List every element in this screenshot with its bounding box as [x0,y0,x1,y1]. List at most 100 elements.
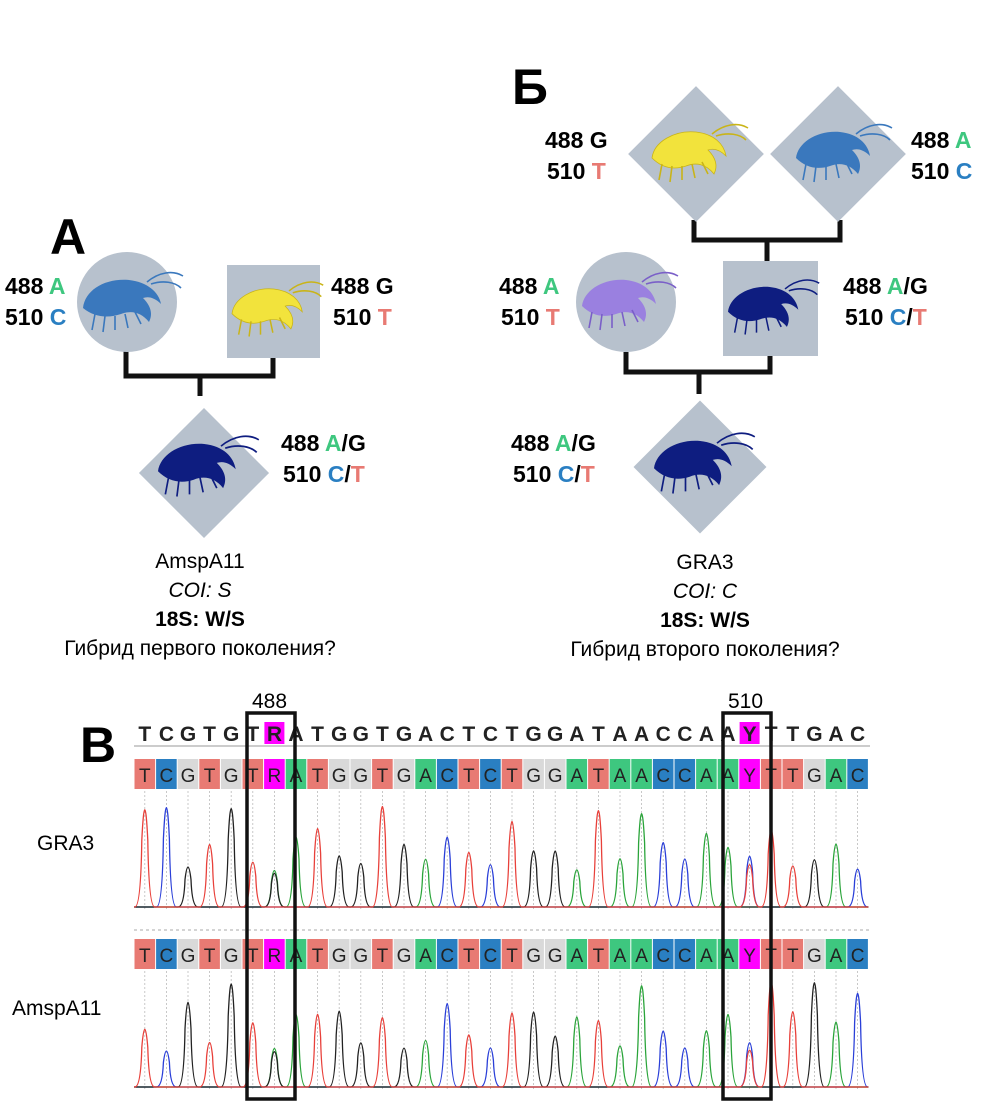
consensus-ambiguity-bg [739,722,760,744]
base-cell [134,939,156,969]
18s-label: 18S: W/S [155,608,245,631]
shrimp-icon [651,123,749,183]
base-cell [307,939,328,969]
base-letter: T [247,766,259,787]
consensus-base: A [612,723,627,746]
base-letter: T [463,946,475,967]
shrimp-icon [582,271,679,331]
consensus-base: G [806,723,822,746]
hybrid-question: Гибрид первого поколения? [64,637,336,660]
base-cell [307,759,328,789]
consensus-base: C [677,723,692,746]
base-letter: A [635,766,648,787]
base-cell [544,759,566,789]
panel-b-grandparent-right-diamond [770,86,906,222]
base-cell [350,939,372,969]
18s-label: 18S: W/S [660,609,750,632]
base-cell [847,759,868,789]
base-cell [739,759,760,789]
consensus-base: C [850,723,865,746]
base-cell [220,759,242,789]
base-letter: T [787,766,799,787]
base-letter: A [635,946,648,967]
base-letter: T [247,946,259,967]
panel-v-label: В [80,717,117,773]
base-letter: C [440,766,454,787]
consensus-base: C [483,723,498,746]
base-letter: T [593,766,605,787]
base-letter: G [397,946,412,967]
base-cell [415,759,436,789]
base-cell [566,939,588,969]
coi-label: COI: S [168,579,232,602]
base-letter: A [722,766,735,787]
trace-C [134,806,869,908]
consensus-base: G [396,723,412,746]
track-label-gra3: GRA3 [37,832,95,855]
trace-A [134,813,869,908]
base-letter: A [722,946,735,967]
consensus-base: T [592,723,605,746]
base-letter: C [484,946,498,967]
base-letter: T [204,766,216,787]
base-letter: A [830,946,843,967]
base-letter: A [700,946,713,967]
base-letter: T [787,946,799,967]
base-letter: T [139,946,151,967]
base-cell [782,759,804,789]
base-cell [328,939,350,969]
trace-A [134,985,869,1088]
base-letter: T [377,946,389,967]
base-cell [177,939,199,969]
base-letter: G [332,766,347,787]
shrimp-icon [158,435,260,497]
base-cell [372,759,393,789]
base-cell [199,759,220,789]
panel-b-gp-right-genotype: 488 A 510 C [911,127,973,184]
base-letter: G [526,946,541,967]
base-cell [674,759,696,789]
coi-label: COI: C [672,580,738,603]
base-letter: G [332,946,347,967]
consensus-base: G [223,723,239,746]
base-cell [847,939,868,969]
base-letter: R [268,766,282,787]
base-cell [393,939,415,969]
panel-b-caption: GRA3 COI: C 18S: W/S Гибрид второго поко… [535,548,875,664]
consensus-base: A [828,723,843,746]
base-letter: C [851,766,865,787]
consensus-base: T [203,723,216,746]
consensus-base: T [506,723,519,746]
base-cell [631,939,652,969]
base-cell [696,759,717,789]
base-letter: T [312,766,324,787]
base-cell [544,939,566,969]
base-letter: C [484,766,498,787]
base-letter: G [181,766,196,787]
consensus-base: A [418,723,433,746]
base-letter: A [570,766,583,787]
base-letter: A [614,946,627,967]
base-letter: T [593,946,605,967]
consensus-base: T [246,723,259,746]
highlight-box-488 [245,711,297,1101]
base-cell [199,939,220,969]
base-letter: T [506,946,518,967]
panel-b-child-diamond [633,400,767,534]
base-letter: G [807,766,822,787]
base-cell [609,759,631,789]
base-letter: R [268,946,282,967]
shrimp-icon [796,123,893,183]
panel-a-left-parent-circle [77,252,184,352]
consensus-base: G [353,723,369,746]
base-letter: G [353,766,368,787]
consensus-base: G [180,723,196,746]
shrimp-icon [83,271,184,333]
base-cell [652,759,674,789]
base-letter: G [548,946,563,967]
panel-b-gp-mating-line [691,220,843,243]
sample-name: GRA3 [676,551,734,574]
base-cell [350,759,372,789]
